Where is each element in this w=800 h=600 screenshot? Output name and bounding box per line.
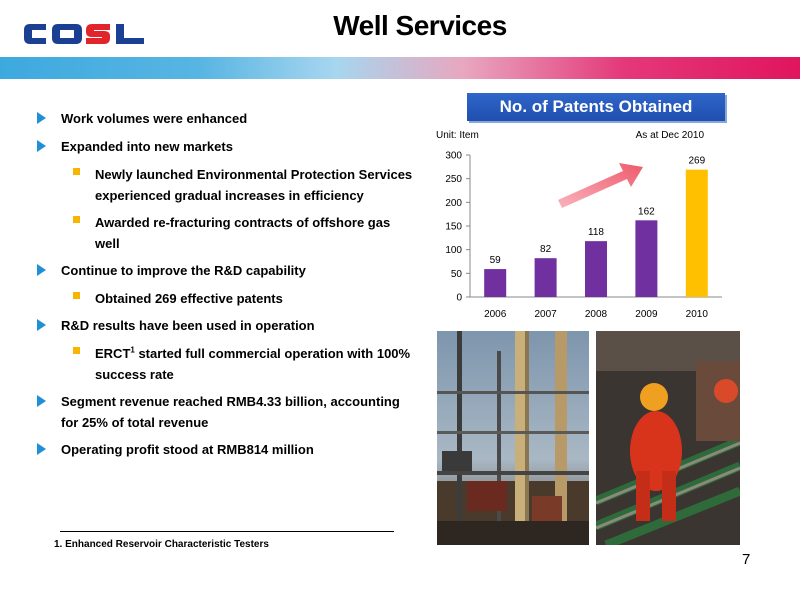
bullet-triangle-icon — [37, 443, 46, 455]
trend-arrow-icon — [558, 163, 643, 208]
bullet-list: Work volumes were enhanced Expanded into… — [37, 111, 412, 457]
bullet-triangle-icon — [37, 395, 46, 407]
y-tick-label: 150 — [445, 222, 462, 233]
bullet-item: Segment revenue reached RMB4.33 billion,… — [61, 391, 400, 433]
y-tick-label: 0 — [456, 293, 462, 304]
patents-bar-chart: Unit: Item As at Dec 2010 0 50 100 150 200 25… — [436, 130, 722, 320]
x-tick-label-2008: 2008 — [585, 309, 608, 320]
footnote: 1. Enhanced Reservoir Characteristic Tes… — [54, 539, 269, 550]
sub-bullet-line: Newly launched Environmental Protection … — [95, 167, 413, 182]
sub-bullet-item: ERCT1 started full commercial operation … — [95, 343, 410, 385]
chart-x-axis: 2006 2007 2008 2009 2010 — [470, 296, 722, 320]
footnote-marker: 1 — [130, 345, 135, 355]
sub-bullet-line: experienced gradual increases in efficie… — [95, 188, 364, 203]
bullet-item: Expanded into new markets — [61, 139, 233, 154]
bullet-square-icon — [73, 347, 80, 354]
worker-pipe-photo — [596, 331, 740, 545]
sub-bullet-item: Obtained 269 effective patents — [95, 291, 283, 306]
chart-title: No. of Patents Obtained — [467, 93, 725, 121]
bullet-item: Work volumes were enhanced — [61, 111, 248, 126]
chart-y-axis: 0 50 100 150 200 250 300 — [445, 151, 471, 304]
x-tick-label-2009: 2009 — [635, 309, 658, 320]
bullet-triangle-icon — [37, 140, 46, 152]
footnote-divider — [60, 531, 394, 532]
bullet-line: for 25% of total revenue — [61, 415, 209, 430]
sub-bullet-item: Newly launched Environmental Protection … — [95, 164, 412, 206]
ercf-text-rest: started full commercial operation with 1… — [134, 346, 411, 361]
drilling-rig-photo — [437, 331, 589, 545]
bar-2006 — [484, 269, 507, 297]
y-tick-label: 100 — [445, 245, 462, 256]
sub-bullet-line: Awarded re-fracturing contracts of offsh… — [95, 215, 391, 230]
bullet-item: R&D results have been used in operation — [61, 318, 315, 333]
sub-bullet-line: success rate — [95, 367, 174, 382]
sub-bullet-line: ERCT1 started full commercial operation … — [95, 343, 410, 364]
cosl-logo — [24, 24, 144, 44]
bullet-square-icon — [73, 216, 80, 223]
x-tick-label-2006: 2006 — [484, 309, 507, 320]
ercf-text: ERCT — [95, 346, 131, 361]
x-tick-label-2007: 2007 — [534, 309, 557, 320]
chart-bars — [484, 169, 708, 297]
bullet-triangle-icon — [37, 264, 46, 276]
bar-2010 — [685, 169, 708, 297]
bar-2007 — [534, 258, 557, 297]
y-tick-label: 250 — [445, 174, 462, 185]
bar-2009 — [635, 220, 658, 297]
data-label-2010: 269 — [688, 156, 705, 167]
sub-bullet-line: well — [95, 236, 120, 251]
data-label-2006: 59 — [490, 255, 502, 266]
bullet-item: Continue to improve the R&D capability — [61, 263, 306, 278]
bullet-line: Segment revenue reached RMB4.33 billion,… — [61, 394, 400, 409]
page-title: Well Services — [333, 10, 507, 41]
cosl-logo-mark — [24, 24, 144, 44]
data-label-2008: 118 — [588, 227, 604, 238]
header-gradient-band — [0, 57, 800, 79]
bullet-item: Operating profit stood at RMB814 million — [61, 442, 314, 457]
y-tick-label: 200 — [445, 198, 462, 209]
bullet-square-icon — [73, 292, 80, 299]
chart-as-at-label: As at Dec 2010 — [636, 130, 705, 141]
bullet-triangle-icon — [37, 112, 46, 124]
y-tick-label: 300 — [445, 151, 462, 162]
page-number: 7 — [742, 551, 751, 568]
chart-data-labels: 59 82 118 162 269 — [490, 156, 706, 266]
bar-2008 — [585, 241, 607, 297]
bullet-triangle-icon — [37, 319, 46, 331]
data-label-2009: 162 — [638, 206, 655, 217]
bullet-square-icon — [73, 168, 80, 175]
y-tick-label: 50 — [451, 269, 463, 280]
data-label-2007: 82 — [540, 244, 552, 255]
x-tick-label-2010: 2010 — [686, 309, 709, 320]
chart-unit-label: Unit: Item — [436, 130, 479, 141]
sub-bullet-item: Awarded re-fracturing contracts of offsh… — [95, 212, 390, 254]
